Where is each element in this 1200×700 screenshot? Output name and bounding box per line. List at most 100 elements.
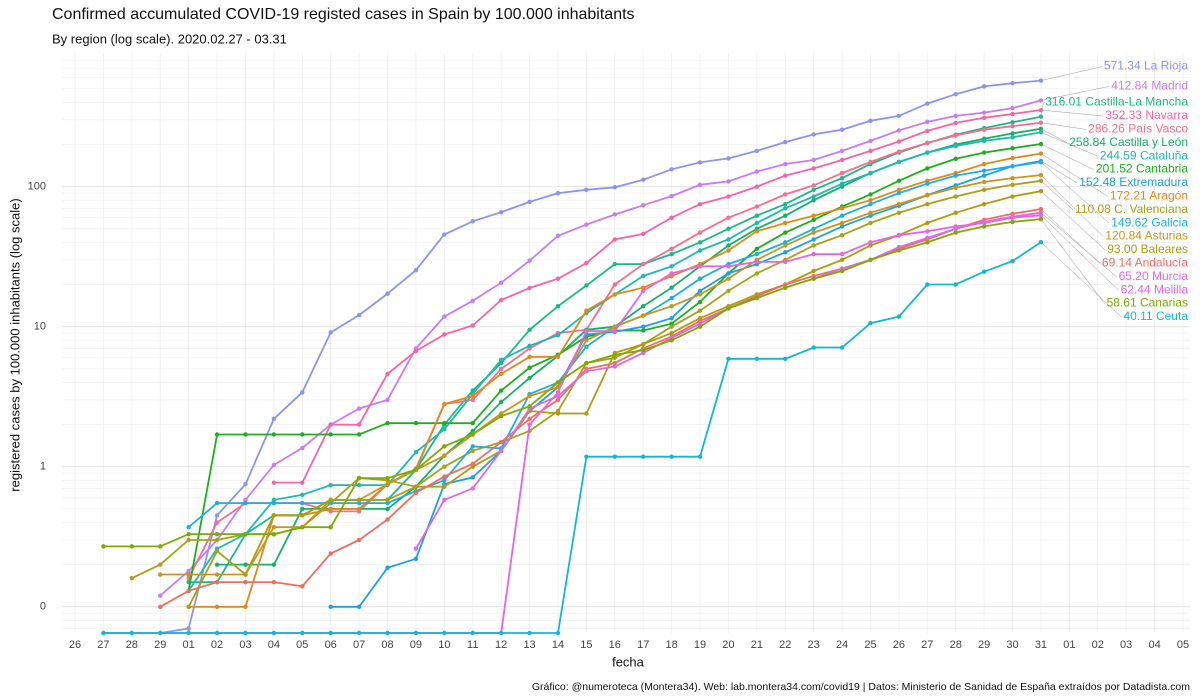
- label-connector: [1040, 143, 1095, 170]
- data-point: [839, 233, 845, 238]
- data-point: [498, 209, 504, 215]
- data-point: [158, 562, 163, 567]
- data-point: [271, 416, 277, 421]
- end-labels: 571.34 La Rioja 412.84 Madrid 316.01 Casti…: [1040, 59, 1188, 323]
- data-point: [612, 237, 617, 242]
- data-point: [839, 170, 845, 176]
- data-point: [1010, 80, 1015, 86]
- data-point: [584, 369, 589, 374]
- data-point: [896, 248, 902, 253]
- data-point: [385, 371, 390, 377]
- data-point: [1010, 105, 1015, 111]
- data-point: [896, 201, 902, 207]
- data-point: [641, 313, 646, 318]
- data-point: [783, 192, 788, 197]
- data-point: [555, 354, 561, 359]
- x-axis-title: fecha: [612, 654, 645, 669]
- end-label: 201.52 Cantabria: [1096, 162, 1188, 176]
- data-point: [498, 297, 504, 303]
- data-point: [214, 432, 220, 437]
- data-point: [981, 179, 987, 185]
- data-point: [385, 506, 390, 512]
- legend-entry: C. Valenciana: [1114, 202, 1188, 216]
- data-point: [442, 497, 447, 503]
- data-point: [584, 344, 589, 349]
- label-connector: [1040, 153, 1109, 197]
- data-point: [271, 579, 277, 585]
- data-point: [953, 120, 958, 126]
- x-tick-label: 23: [808, 639, 820, 651]
- data-point: [697, 276, 703, 281]
- x-tick-label: 16: [609, 639, 621, 651]
- data-point: [300, 584, 305, 589]
- data-point: [754, 169, 760, 174]
- data-point: [328, 482, 333, 488]
- data-point: [584, 260, 589, 266]
- data-point: [669, 251, 674, 257]
- end-label: 93.00 Baleares: [1107, 242, 1188, 256]
- data-point: [186, 525, 191, 530]
- data-point: [584, 328, 589, 334]
- data-point: [584, 454, 589, 459]
- data-point: [470, 461, 475, 466]
- end-label-value: 352.33: [1105, 108, 1142, 122]
- data-point: [527, 258, 532, 263]
- end-label-value: 286.26: [1088, 122, 1125, 136]
- data-point: [896, 190, 902, 196]
- data-point: [385, 475, 390, 481]
- data-point: [641, 328, 646, 333]
- data-point: [697, 299, 703, 305]
- data-point: [669, 215, 674, 220]
- data-point: [413, 467, 419, 473]
- data-point: [783, 285, 788, 290]
- data-point: [783, 213, 788, 218]
- data-point: [470, 486, 475, 491]
- data-point: [811, 268, 816, 274]
- data-point: [981, 201, 987, 207]
- data-point: [300, 492, 305, 498]
- x-tick-label: 28: [950, 639, 962, 651]
- end-label-value: 244.59: [1100, 148, 1137, 162]
- data-point: [271, 513, 277, 518]
- data-point: [527, 416, 532, 421]
- data-point: [555, 397, 561, 403]
- label-connector: [1040, 215, 1119, 291]
- data-point: [925, 150, 930, 155]
- end-label-value: 172.21: [1110, 189, 1147, 203]
- data-point: [981, 127, 987, 132]
- data-point: [868, 320, 873, 326]
- data-point: [896, 149, 902, 154]
- data-point: [413, 420, 419, 426]
- data-point: [839, 148, 845, 154]
- data-point: [300, 513, 305, 518]
- data-point: [641, 347, 646, 353]
- data-point: [953, 156, 958, 162]
- label-connector: [1040, 160, 1078, 184]
- data-point: [413, 450, 419, 455]
- data-point: [271, 562, 277, 567]
- data-point: [925, 140, 930, 146]
- data-point: [953, 210, 958, 216]
- data-point: [868, 148, 873, 154]
- data-point: [697, 292, 703, 297]
- data-point: [981, 173, 987, 178]
- end-label: 286.26 País Vasco: [1088, 122, 1188, 136]
- x-tick-label: 24: [836, 639, 848, 651]
- data-point: [442, 401, 447, 407]
- data-point: [697, 288, 703, 294]
- data-point: [868, 201, 873, 207]
- label-connector: [1040, 218, 1105, 304]
- data-point: [555, 190, 561, 196]
- data-point: [925, 229, 930, 234]
- x-tick-label: 18: [665, 639, 677, 651]
- data-point: [271, 462, 277, 468]
- data-point: [214, 513, 220, 518]
- data-point: [726, 264, 731, 269]
- data-point: [612, 360, 617, 366]
- data-point: [214, 579, 220, 585]
- data-point: [783, 240, 788, 245]
- data-point: [470, 219, 475, 224]
- legend-entry: La Rioja: [1144, 59, 1188, 73]
- data-point: [555, 380, 561, 385]
- data-point: [669, 271, 674, 276]
